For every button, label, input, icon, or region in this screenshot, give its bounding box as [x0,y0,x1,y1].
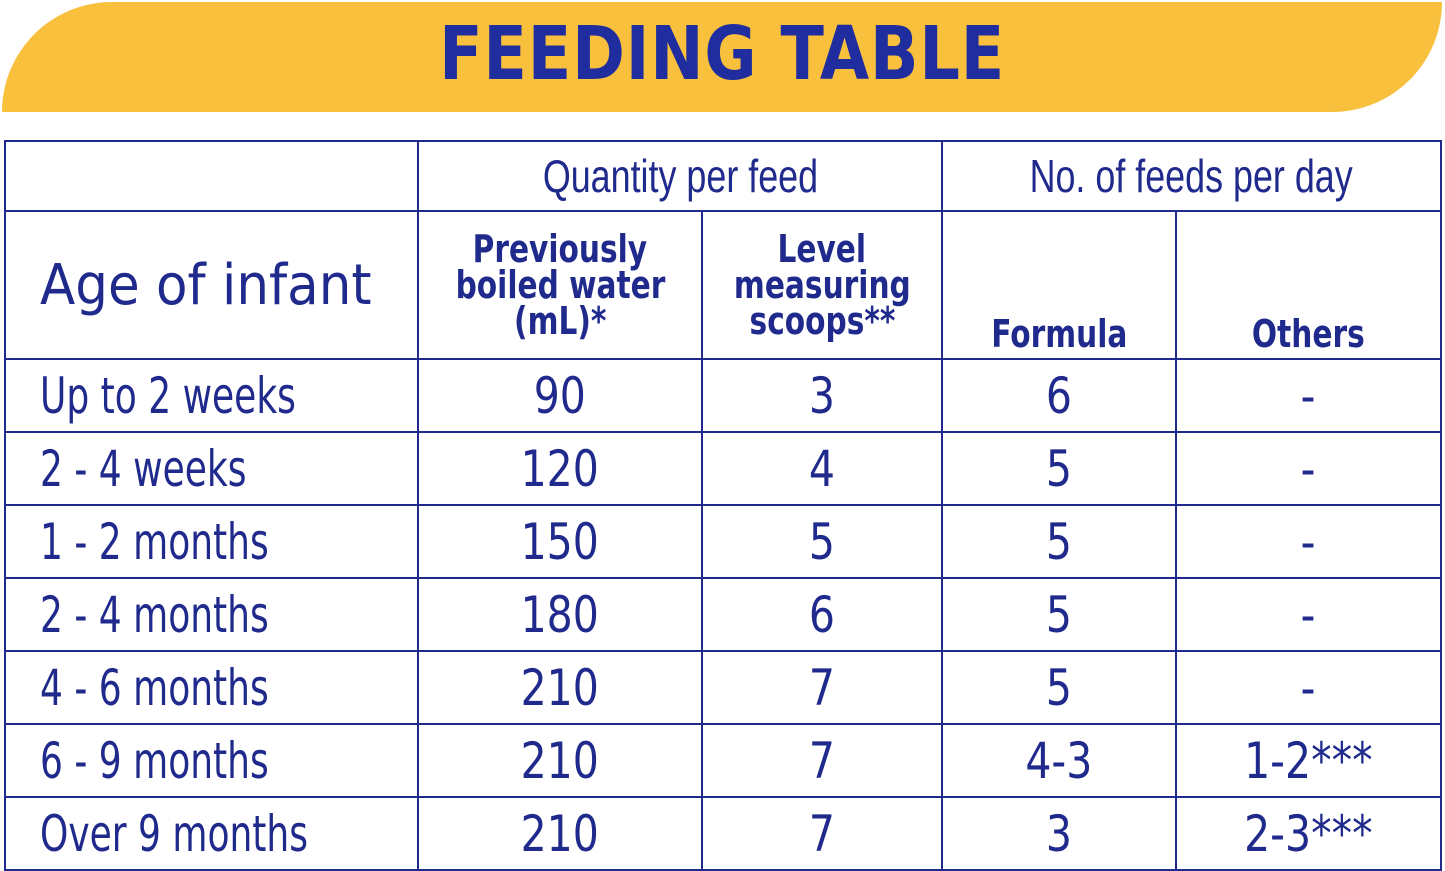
table-row: 1 - 2 months 150 5 5- [4,504,1443,579]
formula-header: Formula [941,210,1178,360]
age-cell: Over 9 months [4,796,419,871]
empty-corner-cell [4,140,419,212]
formula-feeds-cell: 5 [941,504,1178,579]
table-row: Over 9 months 210 7 3 2-3*** [4,796,1443,871]
table-row: 2 - 4 weeks 120 4 5- [4,431,1443,506]
water-header: Previously boiled water (mL)* [417,210,703,360]
water-ml-cell: 120 [417,431,703,506]
water-ml-cell: 150 [417,504,703,579]
scoops-header: Level measuring scoops** [700,210,944,360]
age-cell: 2 - 4 weeks [4,431,419,506]
quantity-per-feed-header: Quantity per feed [416,140,944,212]
table-row: 4 - 6 months 210 7 5- [4,650,1443,725]
age-cell: 1 - 2 months [4,504,419,579]
water-ml-cell: 210 [417,796,703,871]
age-cell: 2 - 4 months [4,577,419,652]
other-feeds-cell: - [1175,431,1443,506]
title-banner: FEEDING TABLE [2,2,1442,112]
water-ml-cell: 210 [417,650,703,725]
age-cell: 4 - 6 months [4,650,419,725]
water-ml-cell: 90 [417,358,703,433]
scoops-cell: 5 [700,504,944,579]
other-feeds-cell: - [1175,504,1443,579]
group-header-row: Quantity per feed No. of feeds per day [4,140,1443,212]
table-row: Up to 2 weeks 90 3 6- [4,358,1443,433]
water-ml-cell: 180 [417,577,703,652]
page-title: FEEDING TABLE [438,11,1006,97]
formula-feeds-cell: 5 [941,650,1178,725]
others-header: Others [1175,210,1443,360]
age-cell: 6 - 9 months [4,723,419,798]
other-feeds-cell: - [1175,358,1443,433]
scoops-cell: 7 [700,796,944,871]
formula-feeds-cell: 4-3 [941,723,1178,798]
other-feeds-cell: - [1175,650,1443,725]
age-cell: Up to 2 weeks [4,358,419,433]
scoops-cell: 4 [700,431,944,506]
feeds-per-day-header: No. of feeds per day [941,140,1443,212]
formula-feeds-cell: 5 [941,577,1178,652]
scoops-cell: 7 [700,723,944,798]
column-header-row: Age of infant Previously boiled water (m… [4,210,1443,360]
formula-feeds-cell: 5 [941,431,1178,506]
scoops-cell: 7 [700,650,944,725]
scoops-cell: 6 [700,577,944,652]
water-ml-cell: 210 [417,723,703,798]
table-row: 2 - 4 months 180 6 5- [4,577,1443,652]
formula-feeds-cell: 3 [941,796,1178,871]
formula-feeds-cell: 6 [941,358,1178,433]
scoops-cell: 3 [700,358,944,433]
feeding-table: Quantity per feed No. of feeds per day A… [4,140,1443,871]
other-feeds-cell: 2-3*** [1175,796,1443,871]
other-feeds-cell: - [1175,577,1443,652]
age-of-infant-header: Age of infant [4,210,419,360]
table-body: Up to 2 weeks 90 3 6-2 - 4 weeks 120 4 5-1 - 2… [4,358,1443,871]
other-feeds-cell: 1-2*** [1175,723,1443,798]
table-row: 6 - 9 months 210 7 4-3 1-2*** [4,723,1443,798]
